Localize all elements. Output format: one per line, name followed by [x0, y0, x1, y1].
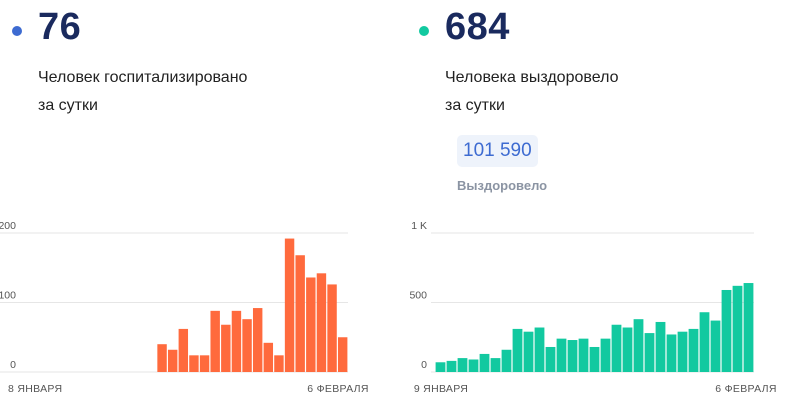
recovered-dot [419, 26, 429, 36]
hospitalized-chart-end-date-label: 6 ФЕВРАЛЯ [307, 383, 368, 395]
recovered-caption-line2: за сутки [445, 97, 505, 114]
recovered-chart-bar [468, 359, 479, 372]
recovered-chart-bar [457, 358, 468, 372]
hospitalized-caption-line2: за сутки [38, 97, 98, 114]
recovered-chart-bar [655, 321, 666, 372]
recovered-chart-y-tick-label: 500 [409, 290, 427, 302]
hospitalized-chart-bar [316, 273, 327, 372]
hospitalized-chart-y-tick-label: 0 [10, 359, 16, 371]
recovered-caption-line1: Человека выздоровело [445, 69, 619, 86]
hospitalized-chart-bar [295, 255, 305, 372]
recovered-chart-bar [589, 346, 600, 372]
recovered-chart-bar [644, 333, 655, 372]
hospitalized-chart-bar [337, 337, 348, 372]
hospitalized-chart-bar [242, 319, 252, 372]
hospitalized-chart-bar [167, 349, 178, 372]
recovered-chart-bar [578, 338, 589, 372]
hospitalized-chart-bar [221, 324, 231, 372]
hospitalized-chart-bar [210, 310, 220, 372]
recovered-chart-bar [611, 324, 622, 372]
recovered-chart-y-tick-label: 0 [421, 359, 427, 371]
hospitalized-chart-y-tick-label: 100 [0, 290, 16, 302]
recovered-chart-bar [512, 328, 523, 372]
hospitalized-chart-bar [178, 328, 189, 372]
recovered-chart-bar [446, 360, 457, 372]
recovered-chart-bar [479, 353, 490, 372]
hospitalized-chart-bar [284, 238, 295, 372]
hospitalized-chart-bar [327, 284, 337, 372]
recovered-chart-bar [490, 358, 501, 372]
hospitalized-chart-bar [263, 342, 274, 372]
recovered-chart-bar [523, 331, 534, 372]
recovered-count: 684 [445, 6, 510, 48]
recovered-chart-end-date-label: 6 ФЕВРАЛЯ [715, 383, 776, 395]
recovered-total-badge: 101 590 [457, 135, 538, 167]
recovered-bar-chart: 0 500 1 K 9 ЯНВАРЯ 6 ФЕВРАЛЯ [409, 220, 776, 395]
recovered-caption: Человека выздоровело за сутки [445, 64, 765, 120]
recovered-chart-bar [600, 338, 611, 372]
recovered-total-label: Выздоровело [457, 178, 548, 193]
recovered-chart-bar [622, 327, 633, 372]
hospitalized-chart-bar [231, 310, 242, 372]
recovered-chart-bar [688, 328, 699, 372]
hospitalized-chart-bar [252, 308, 263, 372]
recovered-chart-bar [567, 340, 578, 372]
recovered-chart-bar [710, 320, 721, 372]
hospitalized-bar-chart: 0 100 200 8 ЯНВАРЯ 6 ФЕВРАЛЯ [0, 220, 368, 395]
hospitalized-chart-bar [306, 277, 316, 372]
hospitalized-chart-bar [157, 344, 167, 372]
recovered-chart-bar [534, 327, 545, 372]
recovered-chart-bar [666, 334, 677, 372]
recovered-chart-bar [556, 338, 567, 372]
recovered-chart-bar [545, 346, 556, 372]
hospitalized-chart-bar [189, 355, 199, 372]
recovered-chart-bar [721, 289, 732, 372]
hospitalized-caption: Человек госпитализировано за сутки [38, 64, 358, 120]
hospitalized-chart-start-date-label: 8 ЯНВАРЯ [8, 383, 62, 395]
recovered-chart-bar [743, 283, 754, 372]
hospitalized-chart-bar [274, 355, 284, 372]
hospitalized-count: 76 [38, 6, 82, 48]
recovered-chart-bar [732, 285, 743, 372]
recovered-chart-start-date-label: 9 ЯНВАРЯ [414, 383, 468, 395]
recovered-chart-bar [633, 319, 644, 372]
recovered-chart-bar [699, 312, 710, 372]
recovered-chart-y-tick-label: 1 K [411, 220, 427, 232]
hospitalized-chart-bar [199, 355, 210, 372]
hospitalized-dot [12, 26, 22, 36]
recovered-chart-bar [501, 349, 512, 372]
recovered-chart-bar [677, 331, 688, 372]
hospitalized-chart-y-tick-label: 200 [0, 220, 16, 232]
recovered-chart-bar [435, 362, 446, 372]
recovered-panel: 684 Человека выздоровело за сутки 101 59… [401, 0, 801, 412]
hospitalized-caption-line1: Человек госпитализировано [38, 69, 248, 86]
hospitalized-panel: 76 Человек госпитализировано за сутки 0 1… [0, 0, 400, 412]
